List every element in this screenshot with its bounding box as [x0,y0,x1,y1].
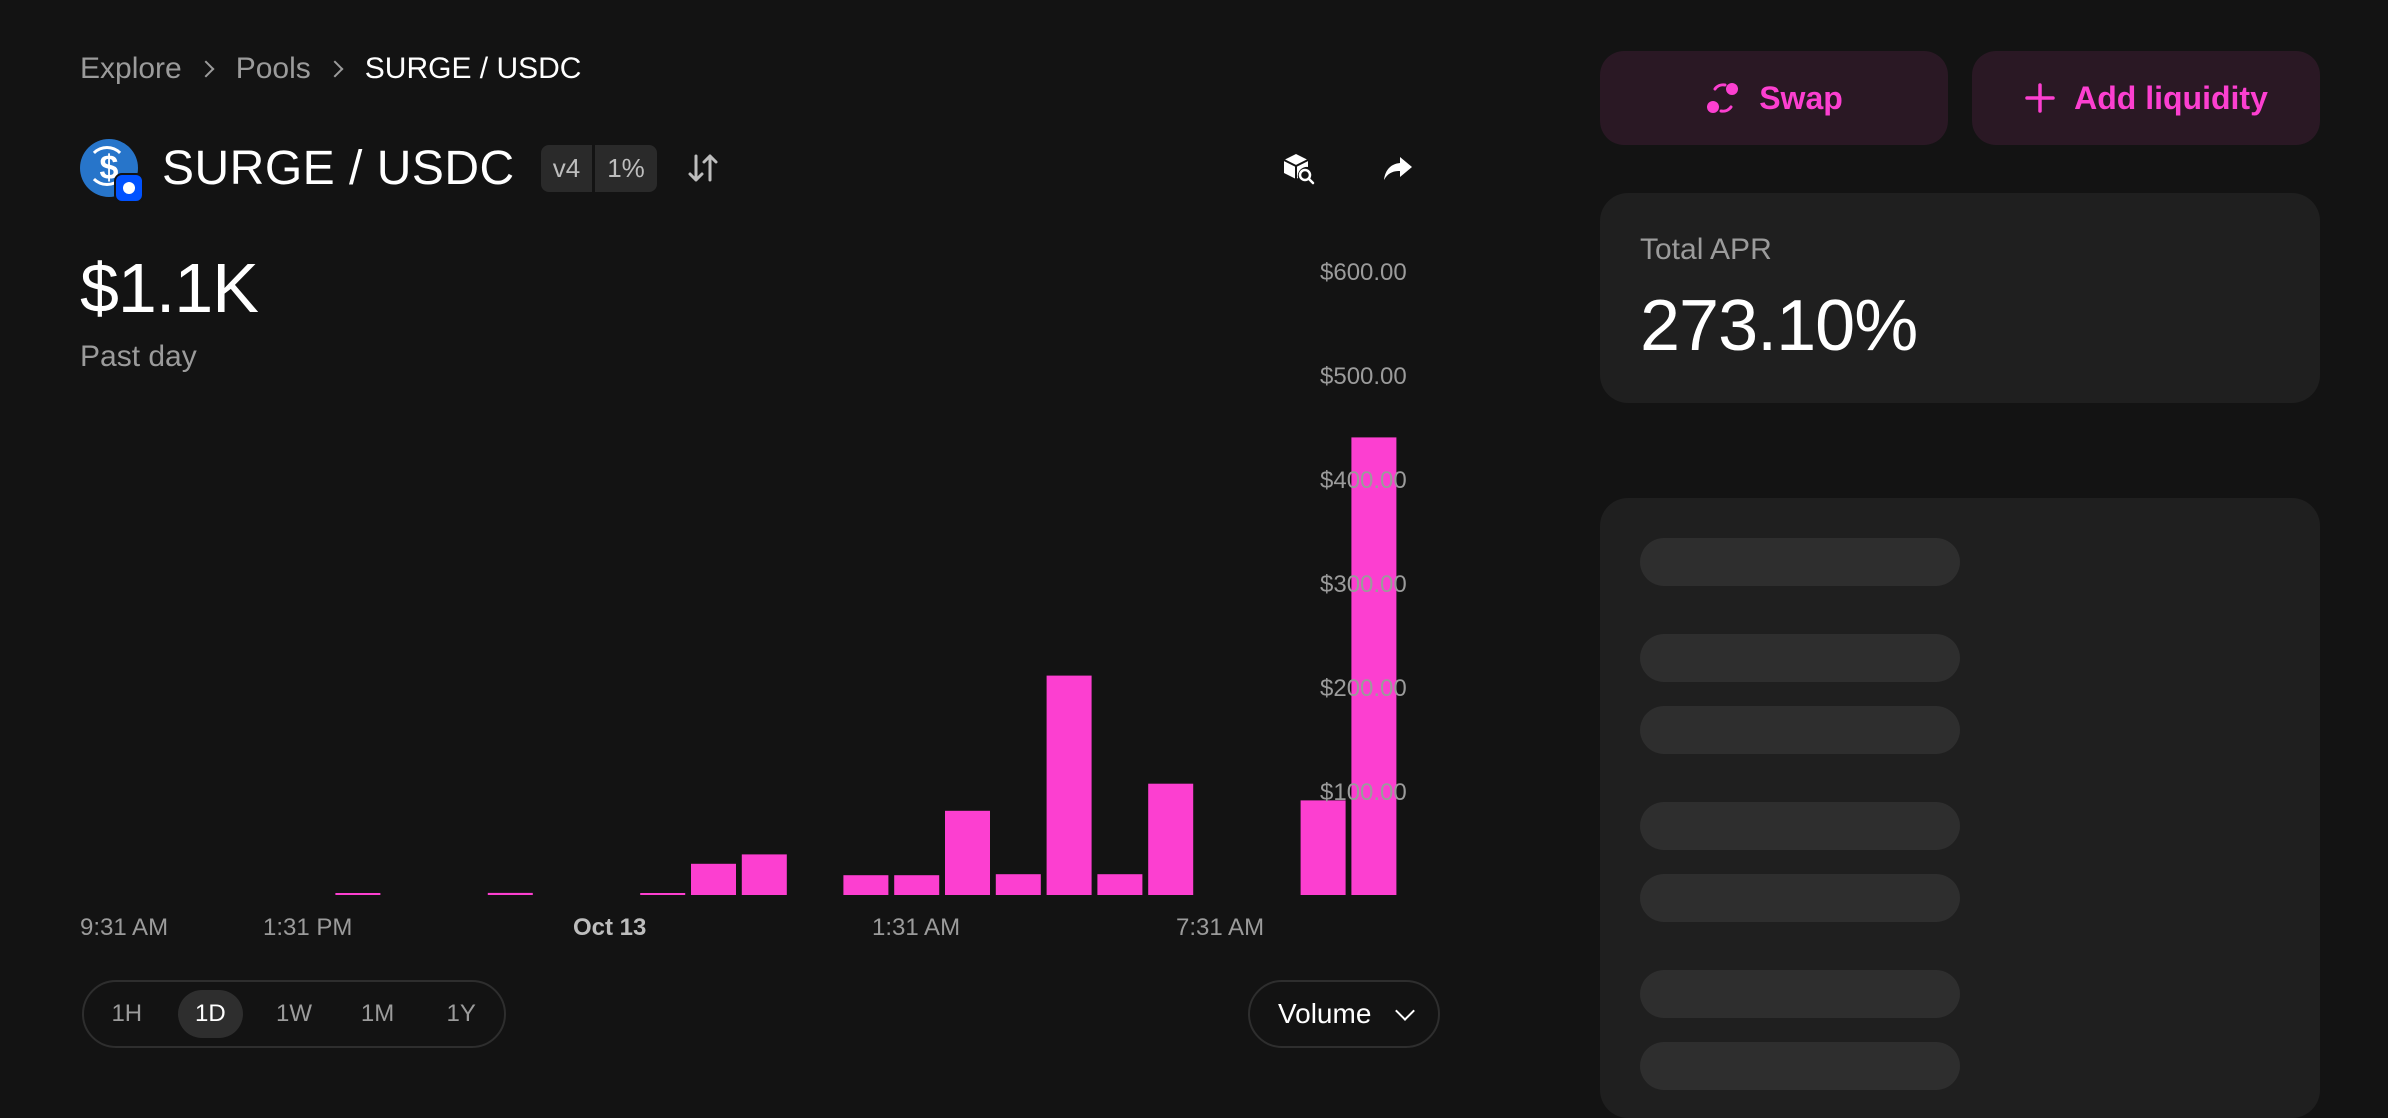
time-range-1y[interactable]: 1Y [446,1000,476,1027]
apr-label: Total APR [1640,233,1772,266]
volume-value: $1.1K [80,249,259,327]
volume-bar[interactable] [335,893,381,895]
add-liquidity-button[interactable]: Add liquidity [1972,51,2320,145]
loading-skeleton [1640,634,1960,682]
version-badge: v4 [540,144,593,192]
loading-skeleton [1640,802,1960,850]
volume-bar[interactable] [1148,783,1194,895]
loading-skeleton [1640,706,1960,754]
loading-skeleton [1640,538,1960,586]
volume-bar[interactable] [487,892,533,895]
time-range-1m[interactable]: 1M [360,1000,395,1027]
loading-skeleton [1640,874,1960,922]
volume-bar[interactable] [995,874,1041,895]
metric-dropdown[interactable]: Volume [1248,980,1440,1048]
x-axis-tick-label: 1:31 PM [263,914,352,941]
x-axis-tick-label: Oct 13 [573,914,646,941]
pool-header: $ SURGE / USDC v4 1% [80,138,723,203]
y-axis-tick-label: $100.00 [1320,779,1407,806]
period-label: Past day [80,340,197,373]
share-arrow-icon[interactable] [1378,148,1418,188]
loading-skeleton [1640,970,1960,1018]
volume-bar[interactable] [843,875,889,895]
volume-bar[interactable] [894,875,940,895]
volume-bar[interactable] [1097,874,1143,895]
time-range-1w[interactable]: 1W [275,1000,312,1027]
time-range-selector: 1H 1D 1W 1M 1Y [82,980,506,1048]
volume-bar[interactable] [741,854,787,895]
pool-tags: v4 1% [540,144,657,192]
swap-order-icon[interactable] [683,148,723,188]
y-axis-tick-label: $200.00 [1320,675,1407,702]
volume-bar[interactable] [945,810,990,895]
base-chain-icon [114,173,144,203]
plus-icon [2024,82,2056,114]
add-liquidity-button-label: Add liquidity [2074,79,2268,116]
metric-dropdown-value: Volume [1278,998,1372,1029]
swap-button[interactable]: Swap [1600,51,1948,145]
volume-bar[interactable] [640,893,686,895]
x-axis-tick-label: 1:31 AM [872,914,960,941]
breadcrumb: Explore Pools SURGE / USDC [80,52,581,86]
volume-bar[interactable] [1046,675,1092,895]
pool-title: SURGE / USDC [162,141,515,195]
apr-card: Total APR 273.10% [1600,193,2320,403]
x-axis-tick-label: 9:31 AM [80,914,168,941]
breadcrumb-current-pool: SURGE / USDC [364,52,582,85]
volume-bar[interactable] [1351,437,1397,895]
swap-circles-icon [1705,80,1741,116]
volume-bar[interactable] [691,863,736,895]
chevron-down-icon [1395,1001,1415,1021]
y-axis-tick-label: $500.00 [1320,363,1407,390]
pool-stats-card-loading [1600,498,2320,1118]
volume-bar-chart: $100.00 $200.00 $300.00 $400.00 $500.00 $600.… [80,259,1407,941]
x-axis-tick-label: 7:31 AM [1176,914,1264,941]
fee-badge: 1% [595,144,657,192]
y-axis-tick-label: $400.00 [1320,467,1407,494]
breadcrumb-pools[interactable]: Pools [235,52,311,85]
y-axis-tick-label: $600.00 [1320,259,1407,286]
loading-skeleton [1640,1042,1960,1090]
cube-search-icon[interactable] [1278,148,1318,188]
y-axis-tick-label: $300.00 [1320,571,1407,598]
volume-bar[interactable] [1300,800,1346,895]
time-range-1h[interactable]: 1H [111,1000,143,1027]
time-range-1d[interactable]: 1D [177,990,244,1038]
apr-value: 273.10% [1640,286,1918,366]
swap-button-label: Swap [1759,79,1843,116]
usdc-token-icon: $ [80,139,144,203]
breadcrumb-explore[interactable]: Explore [80,52,182,85]
